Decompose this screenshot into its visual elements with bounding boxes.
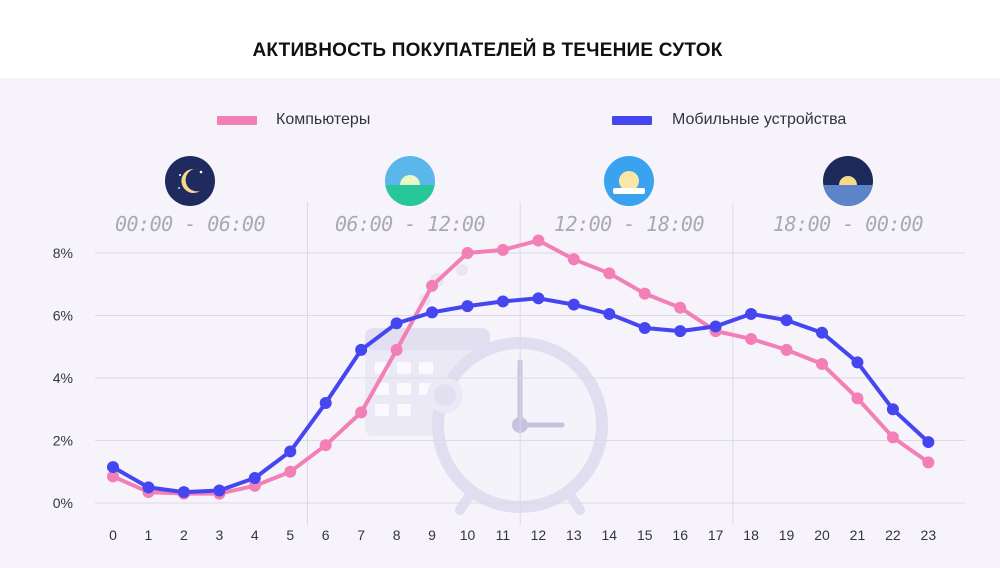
data-point-computers [567, 253, 580, 266]
x-tick-label: 1 [145, 527, 153, 543]
data-point-mobile [638, 322, 651, 334]
data-point-computers [461, 247, 474, 259]
data-point-mobile [107, 461, 119, 474]
sunset-icon [823, 156, 873, 206]
data-point-mobile [355, 343, 368, 356]
period-label-day: 12:00 - 18:00 [553, 212, 705, 236]
data-point-mobile [709, 320, 722, 333]
series-line-computers [111, 238, 931, 496]
legend-label-computers: Компьютеры [276, 111, 371, 128]
data-point-mobile [319, 397, 332, 409]
y-tick-label: 0% [53, 495, 73, 511]
x-tick-label: 4 [251, 527, 259, 543]
data-point-computers [745, 332, 758, 345]
data-point-computers [284, 465, 297, 478]
data-point-computers [638, 287, 651, 300]
data-point-computers [532, 234, 545, 247]
moon-icon [165, 156, 215, 206]
x-axis: 0 1 2 3 4 5 6 7 8 9 10 11 12 13 14 15 16 17 18 19 20 21 22 23 [109, 527, 936, 543]
x-tick-label: 13 [566, 527, 582, 543]
x-tick-label: 10 [460, 527, 476, 543]
period-label-night: 00:00 - 06:00 [114, 212, 266, 236]
sun-icon [604, 156, 654, 206]
data-point-mobile [851, 356, 864, 369]
x-tick-label: 3 [215, 527, 223, 543]
series-lines [111, 238, 931, 496]
data-point-computers [922, 456, 935, 469]
y-tick-label: 2% [53, 433, 73, 449]
data-point-computers [816, 357, 828, 370]
data-point-mobile [922, 436, 935, 449]
data-point-computers [319, 439, 332, 452]
series-line-mobile [111, 296, 931, 495]
data-point-mobile [603, 307, 616, 320]
x-tick-label: 19 [779, 527, 795, 543]
x-tick-label: 14 [602, 527, 618, 543]
x-tick-label: 22 [885, 527, 901, 543]
legend-label-mobile: Мобильные устройства [672, 111, 847, 128]
chart-title: АКТИВНОСТЬ ПОКУПАТЕЛЕЙ В ТЕЧЕНИЕ СУТОК [252, 40, 723, 61]
x-tick-label: 20 [814, 527, 830, 543]
x-tick-label: 15 [637, 527, 653, 543]
data-point-mobile [816, 326, 828, 339]
data-point-mobile [284, 445, 297, 458]
data-point-computers [355, 406, 368, 419]
y-tick-label: 8% [53, 245, 73, 261]
data-point-mobile [213, 484, 226, 497]
x-tick-label: 7 [357, 527, 365, 543]
data-point-computers [390, 343, 403, 356]
x-tick-label: 11 [496, 527, 511, 543]
x-tick-label: 18 [743, 527, 759, 543]
data-point-computers [603, 267, 616, 280]
data-point-mobile [567, 298, 580, 311]
data-point-computers [496, 243, 509, 256]
data-point-mobile [461, 300, 474, 313]
x-tick-label: 5 [286, 527, 294, 543]
series-points [107, 234, 935, 500]
legend-swatch-mobile [612, 116, 652, 125]
period-label-evening: 18:00 - 00:00 [772, 212, 924, 236]
data-point-computers [674, 301, 687, 314]
data-point-mobile [390, 317, 403, 330]
x-tick-label: 23 [921, 527, 937, 543]
grid [95, 202, 965, 525]
data-point-mobile [745, 307, 758, 320]
data-point-mobile [248, 472, 261, 484]
x-tick-label: 9 [428, 527, 436, 543]
data-point-computers [780, 343, 793, 356]
header [0, 0, 1000, 78]
x-tick-label: 21 [850, 527, 866, 543]
x-tick-label: 0 [109, 527, 117, 543]
data-point-mobile [496, 295, 509, 308]
x-tick-label: 17 [708, 527, 724, 543]
x-tick-label: 6 [322, 527, 330, 543]
sunrise-icon [385, 156, 435, 206]
data-point-computers [426, 279, 439, 292]
data-point-mobile [886, 403, 899, 416]
x-tick-label: 16 [672, 527, 688, 543]
data-point-computers [107, 470, 119, 483]
x-tick-label: 12 [531, 527, 547, 543]
x-tick-label: 8 [393, 527, 401, 543]
data-point-mobile [426, 306, 439, 319]
y-tick-label: 4% [53, 370, 73, 386]
data-point-mobile [142, 481, 155, 494]
legend-item-mobile: Мобильные устройства [612, 110, 892, 132]
data-point-mobile [674, 325, 687, 338]
data-point-mobile [532, 292, 545, 305]
legend-swatch-computers [217, 116, 257, 125]
y-axis: 0% 2% 4% 6% 8% [53, 245, 73, 511]
data-point-computers [886, 431, 899, 444]
data-point-mobile [780, 314, 793, 327]
data-point-mobile [177, 486, 190, 499]
period-label-morning: 06:00 - 12:00 [334, 212, 486, 236]
legend-item-computers: Компьютеры [217, 110, 417, 132]
y-tick-label: 6% [53, 308, 73, 324]
data-point-computers [851, 392, 864, 405]
x-tick-label: 2 [180, 527, 188, 543]
